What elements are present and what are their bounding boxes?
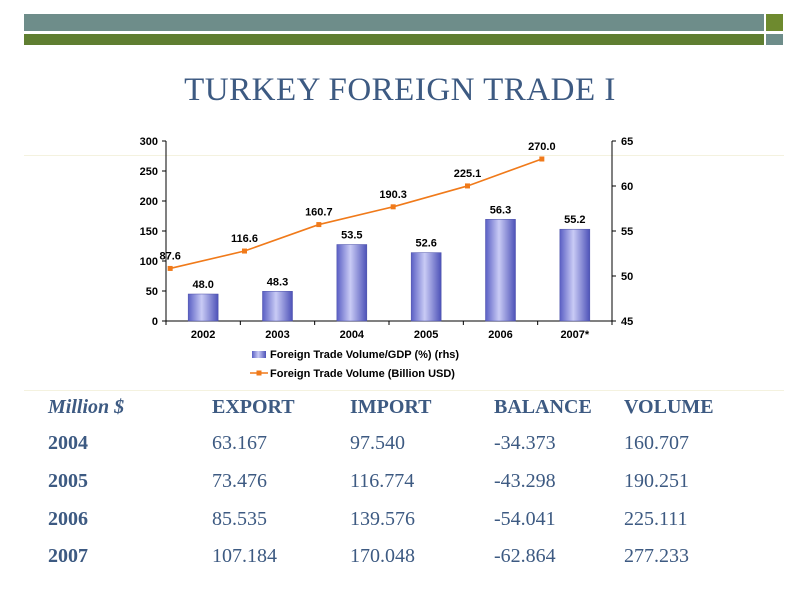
bar <box>262 291 293 322</box>
x-tick-label: 2002 <box>191 329 215 341</box>
table-row-year: 2004 <box>48 432 88 454</box>
left-tick-label: 200 <box>140 196 158 208</box>
right-tick-label: 50 <box>621 271 633 283</box>
slide-title: TURKEY FOREIGN TRADE I <box>184 72 616 108</box>
table-row-year: 2006 <box>48 508 88 530</box>
legend-swatch-bar <box>252 351 266 358</box>
chart-axes: 0 50 100 150 200 250 300 45 50 55 60 65 2002 2003 2004… <box>140 136 634 341</box>
background-rule <box>24 155 784 156</box>
table-cell: 190.251 <box>624 470 689 492</box>
line-point <box>390 204 396 210</box>
legend-label: Foreign Trade Volume (Billion USD) <box>270 368 455 380</box>
table-header-cell: IMPORT <box>350 396 432 418</box>
table-cell: -54.041 <box>494 508 556 530</box>
line-data-label: 87.6 <box>159 250 180 262</box>
right-tick-label: 55 <box>621 226 633 238</box>
table-cell: 97.540 <box>350 432 405 454</box>
table-cell: -34.373 <box>494 432 556 454</box>
bar <box>559 228 591 322</box>
table-cell: 170.048 <box>350 545 415 567</box>
bar-data-label: 56.3 <box>490 204 511 216</box>
table-header-cell: VOLUME <box>624 396 714 418</box>
table-row-year: 2005 <box>48 470 88 492</box>
bar-data-label: 48.0 <box>192 279 213 291</box>
chart-legend: Foreign Trade Volume/GDP (%) (rhs) Foreig… <box>250 349 459 380</box>
line-data-label: 270.0 <box>528 141 556 153</box>
bar-data-label: 52.6 <box>415 238 436 250</box>
line-data-label: 225.1 <box>454 168 482 180</box>
x-tick-label: 2003 <box>265 329 289 341</box>
table-cell: 116.774 <box>350 470 415 492</box>
table-header-cell: Million $ <box>48 396 125 418</box>
left-tick-label: 250 <box>140 166 158 178</box>
header-band-top <box>24 14 764 31</box>
table-cell: 139.576 <box>350 508 415 530</box>
table-cell: 160.707 <box>624 432 689 454</box>
right-tick-label: 65 <box>621 136 633 148</box>
table-cell: 277.233 <box>624 545 689 567</box>
bar <box>485 219 516 322</box>
header-square-top <box>766 14 783 31</box>
table-cell: 107.184 <box>212 545 277 567</box>
bar-data-label: 55.2 <box>564 214 585 226</box>
header-band-bottom <box>24 34 764 45</box>
line-data-label: 160.7 <box>305 207 333 219</box>
header-square-bottom <box>766 34 783 45</box>
legend-label: Foreign Trade Volume/GDP (%) (rhs) <box>270 349 459 361</box>
table-cell: -43.298 <box>494 470 556 492</box>
table-cell: 85.535 <box>212 508 267 530</box>
line-path <box>169 158 543 270</box>
left-tick-label: 300 <box>140 136 158 148</box>
table-header-cell: BALANCE <box>494 396 592 418</box>
x-tick-label: 2005 <box>414 329 438 341</box>
bar <box>336 244 368 322</box>
left-tick-label: 50 <box>146 286 158 298</box>
bar-data-label: 53.5 <box>341 230 362 242</box>
x-tick-label: 2004 <box>340 329 365 341</box>
bar-series: 48.0 48.3 53.5 52.6 56.3 55.2 <box>187 204 591 322</box>
x-tick-label: 2006 <box>488 329 512 341</box>
left-tick-label: 0 <box>152 316 158 328</box>
legend-swatch-marker <box>256 370 262 376</box>
table-row-year: 2007 <box>48 545 88 567</box>
x-tick-label: 2007* <box>560 329 589 341</box>
right-tick-label: 45 <box>621 316 633 328</box>
line-data-label: 190.3 <box>379 189 407 201</box>
table-cell: 73.476 <box>212 470 267 492</box>
table-cell: -62.864 <box>494 545 556 567</box>
line-point <box>539 156 545 162</box>
left-tick-label: 100 <box>140 256 158 268</box>
line-point <box>316 222 322 228</box>
line-point <box>242 248 247 254</box>
bar-data-label: 48.3 <box>267 276 288 288</box>
background-rule <box>24 390 784 391</box>
left-tick-label: 150 <box>140 226 158 238</box>
line-data-label: 116.6 <box>231 233 258 245</box>
line-series: 87.6 116.6 160.7 190.3 225.1 270.0 <box>159 141 556 271</box>
table-cell: 63.167 <box>212 432 267 454</box>
line-point <box>167 265 173 271</box>
bar <box>410 252 442 322</box>
line-point <box>465 183 470 189</box>
right-tick-label: 60 <box>621 181 633 193</box>
table-header-cell: EXPORT <box>212 396 295 418</box>
bar <box>187 293 219 322</box>
table-cell: 225.111 <box>624 508 688 530</box>
